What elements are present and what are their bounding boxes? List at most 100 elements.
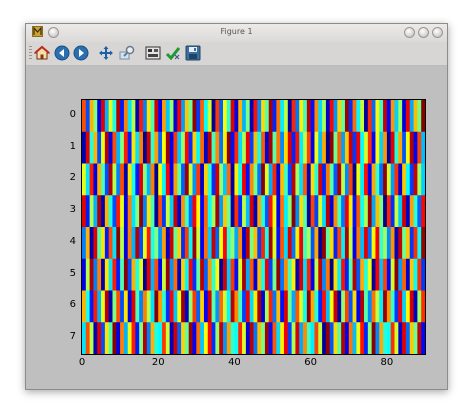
heatmap-cell [123, 290, 129, 323]
heatmap-cell [253, 195, 258, 228]
heatmap-cell [417, 195, 422, 228]
heatmap-cell [322, 195, 327, 228]
heatmap-cell [272, 100, 277, 133]
heatmap-cell [295, 163, 300, 196]
heatmap-cell [333, 163, 338, 196]
heatmap-cell [82, 322, 87, 354]
zoom-button[interactable] [119, 45, 135, 61]
forward-button[interactable] [73, 45, 89, 61]
heatmap-cell [283, 131, 289, 164]
heatmap-cell [108, 258, 113, 291]
heatmap-cell [371, 227, 376, 260]
heatmap-cell [249, 100, 254, 133]
heatmap-cell [322, 290, 327, 323]
heatmap-cell [333, 195, 338, 228]
heatmap-cell [264, 163, 270, 196]
heatmap-cell [146, 195, 151, 228]
heatmap-cell [108, 131, 113, 164]
close-button[interactable] [432, 27, 443, 38]
back-button[interactable] [54, 45, 70, 61]
heatmap-cell [421, 163, 425, 196]
heatmap-cell [112, 290, 117, 323]
heatmap-cell [154, 290, 159, 323]
heatmap-cell [268, 100, 273, 133]
heatmap-cell [120, 100, 125, 133]
heatmap-cell [276, 290, 281, 323]
heatmap-cell [203, 100, 209, 133]
heatmap-cell [417, 163, 422, 196]
heatmap-cell [123, 131, 129, 164]
heatmap-cell [253, 322, 258, 354]
save-icon [185, 45, 201, 61]
heatmap-cell [120, 195, 125, 228]
heatmap-cell [89, 290, 94, 323]
heatmap-cell [295, 290, 300, 323]
save-button[interactable] [185, 45, 201, 61]
heatmap-cell [135, 258, 140, 291]
heatmap-cell [333, 227, 338, 260]
heatmap-cell [348, 195, 353, 228]
heatmap-cell [162, 322, 167, 354]
heatmap-cell [413, 163, 418, 196]
heatmap-cell [162, 100, 167, 133]
heatmap-cell [249, 131, 254, 164]
heatmap-cell [226, 195, 231, 228]
heatmap-cell [360, 195, 365, 228]
heatmap-cell [127, 100, 132, 133]
heatmap-cell [333, 100, 338, 133]
heatmap-cell [242, 163, 247, 196]
heatmap-cell [139, 100, 144, 133]
maximize-button[interactable] [418, 27, 429, 38]
heatmap-cell [131, 227, 136, 260]
heatmap-cell [314, 100, 319, 133]
heatmap-cell [402, 131, 407, 164]
heatmap-cell [223, 131, 228, 164]
heatmap-cell [364, 322, 369, 354]
heatmap-cell [356, 100, 361, 133]
heatmap-cell [272, 322, 277, 354]
heatmap-cell [97, 290, 102, 323]
heatmap-cell [318, 131, 323, 164]
heatmap-cell [196, 322, 201, 354]
heatmap-cell [318, 163, 323, 196]
window-menu-button[interactable] [48, 27, 59, 38]
heatmap-cell [352, 227, 357, 260]
pan-button[interactable] [98, 45, 114, 61]
heatmap-cell [188, 227, 193, 260]
heatmap-cell [142, 290, 148, 323]
heatmap-cell [390, 227, 395, 260]
figure-canvas[interactable]: 0 1 2 3 4 5 6 7 0 20 40 60 80 [26, 66, 447, 389]
heatmap-cell [123, 195, 129, 228]
heatmap-cell [85, 290, 90, 323]
heatmap-cell [283, 163, 289, 196]
minimize-button[interactable] [404, 27, 415, 38]
heatmap-cell [93, 195, 98, 228]
heatmap-cell [135, 195, 140, 228]
heatmap-cell [215, 195, 220, 228]
heatmap-cell [154, 322, 159, 354]
heatmap-cell [238, 227, 243, 260]
heatmap-cell [192, 322, 197, 354]
heatmap-cell [108, 163, 113, 196]
title-bar[interactable]: Figure 1 [26, 24, 447, 43]
heatmap-cell [409, 227, 414, 260]
heatmap-cell [245, 195, 251, 228]
heatmap-cell [318, 100, 323, 133]
home-button[interactable] [34, 45, 50, 61]
heatmap-cell [165, 163, 171, 196]
heatmap-cell [238, 258, 243, 291]
heatmap-cell [215, 290, 220, 323]
toolbar-grip[interactable] [29, 46, 32, 61]
heatmap-cell [306, 163, 312, 196]
heatmap-cell [158, 290, 163, 323]
heatmap-cell [142, 100, 148, 133]
heatmap-cell [341, 195, 346, 228]
heatmap-cell [303, 163, 308, 196]
heatmap-cell [169, 322, 174, 354]
heatmap-cell [127, 131, 132, 164]
subplots-button[interactable] [145, 45, 161, 61]
heatmap-cell [85, 163, 90, 196]
edit-button[interactable] [165, 45, 181, 61]
heatmap-cell [383, 227, 388, 260]
heatmap-cell [337, 258, 342, 291]
